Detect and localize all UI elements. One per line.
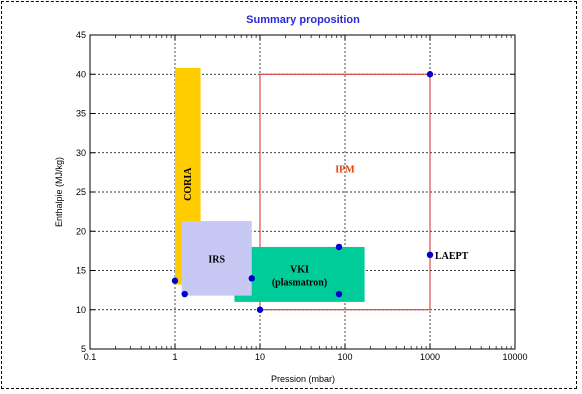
regions: [175, 67, 431, 311]
data-point: [335, 243, 343, 251]
axis-ticks: 0.1 1 10 100 1000 10000 5 10 15 20 25 30 35 40 45: [76, 30, 528, 362]
region-vki: [234, 246, 365, 302]
y-tick-label: 40: [76, 69, 86, 79]
point-label: LAEPT: [435, 251, 469, 262]
region-irs: [181, 221, 252, 296]
y-tick-label: 10: [76, 305, 86, 315]
y-tick-label: 20: [76, 226, 86, 236]
region-label-line: IPM: [335, 164, 355, 175]
data-point: [256, 306, 264, 313]
x-axis-title: Pression (mbar): [271, 374, 335, 384]
y-tick-label: 30: [76, 148, 86, 158]
region-label-irs: IRS: [208, 254, 225, 265]
x-tick-label: 10000: [502, 352, 527, 362]
data-points: [171, 71, 434, 313]
y-tick-label: 5: [81, 344, 86, 354]
data-point: [181, 290, 188, 298]
y-tick-label: 35: [76, 109, 86, 119]
chart-frame: [1, 1, 577, 389]
region-ipm: [259, 73, 431, 311]
labels: CORIA IPM VKI (plasmatron) IRS LAEPT: [183, 164, 469, 288]
region-label-coria: CORIA: [183, 167, 194, 201]
x-tick-label: 1: [172, 352, 177, 362]
x-tick-label: 10: [255, 352, 265, 362]
data-point: [426, 251, 434, 258]
y-tick-label: 25: [76, 187, 86, 197]
y-tick-label: 45: [76, 30, 86, 40]
x-tick-label: 100: [337, 352, 352, 362]
region-label-line: VKI: [290, 264, 309, 275]
y-axis-title: Enthalpie (MJ/kg): [54, 157, 64, 227]
region-label-vki: VKI (plasmatron): [272, 264, 327, 288]
data-point: [426, 71, 434, 78]
x-tick-label: 1000: [420, 352, 440, 362]
region-label-line: (plasmatron): [272, 277, 327, 288]
region-label-ipm: IPM: [335, 164, 355, 175]
chart-title: Summary proposition: [246, 14, 360, 26]
data-point: [171, 277, 179, 284]
x-tick-label: 0.1: [84, 352, 97, 362]
data-point: [335, 290, 343, 298]
region-label-line: IRS: [208, 254, 225, 265]
y-tick-label: 15: [76, 266, 86, 276]
data-point: [248, 275, 255, 282]
